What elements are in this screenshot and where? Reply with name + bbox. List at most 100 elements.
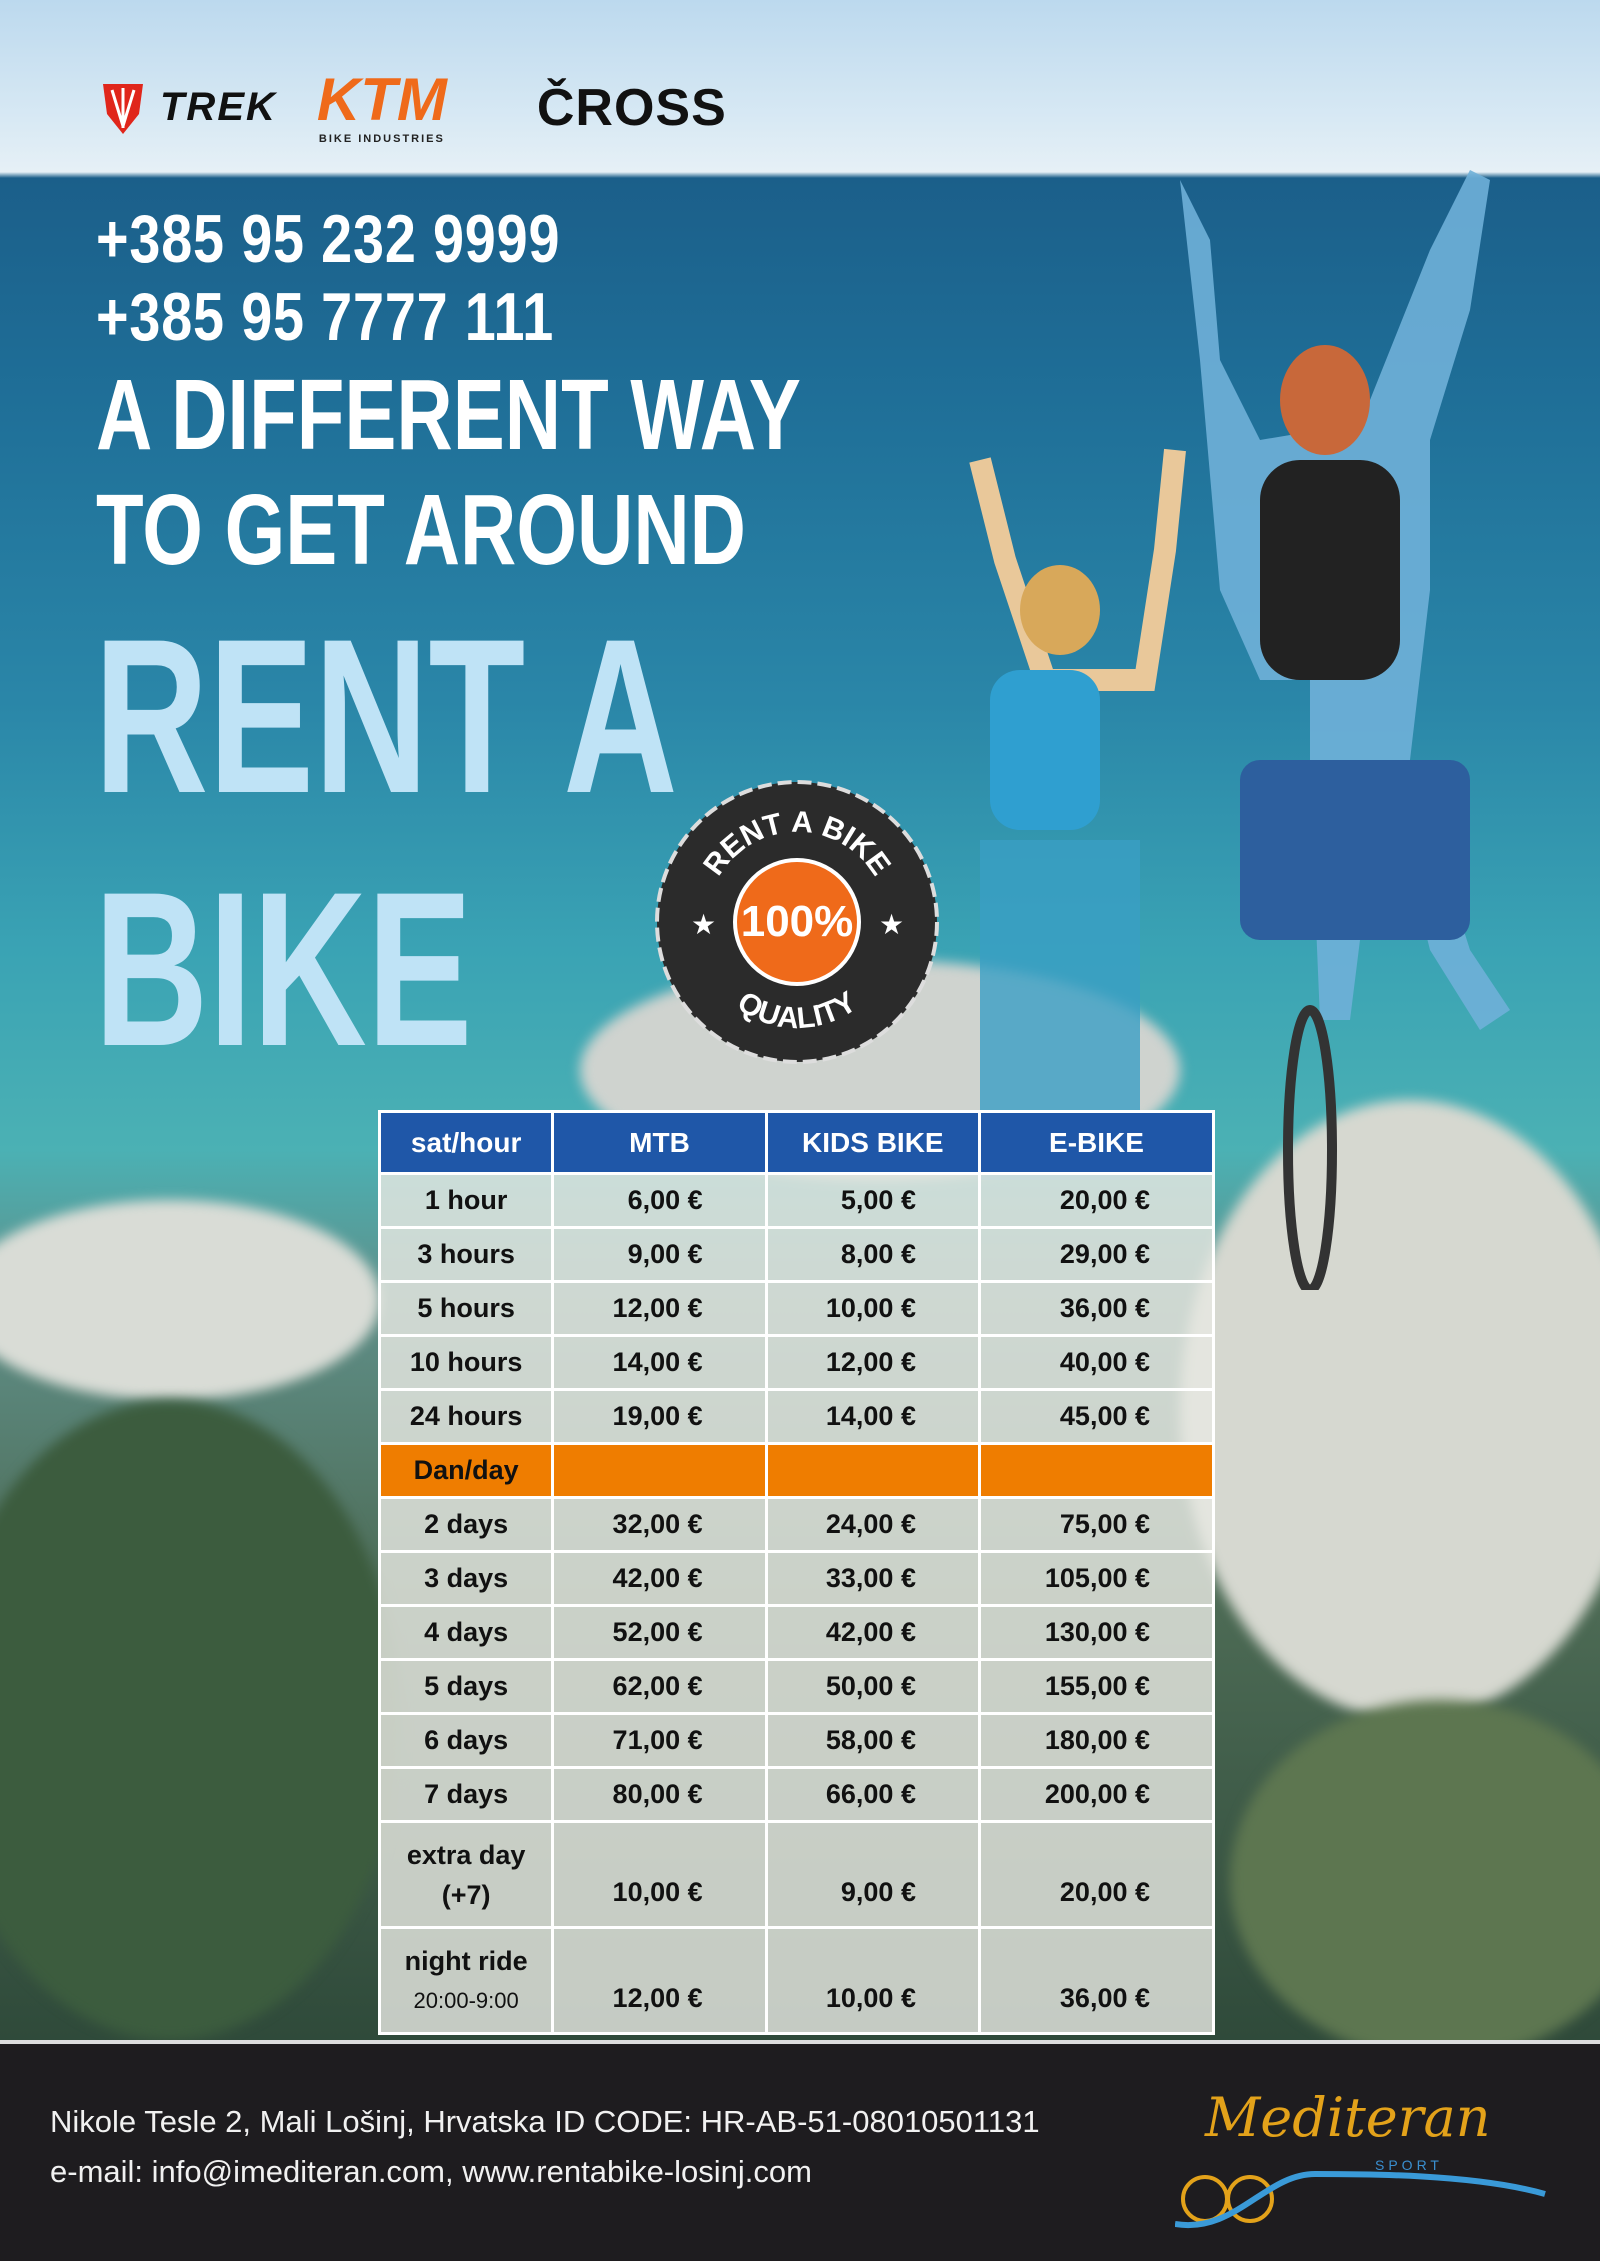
- price-cell: 29,00 €: [977, 1226, 1216, 1283]
- price-cell: 12,00 €: [551, 1280, 768, 1337]
- price-cell: 10,00 €: [764, 1280, 981, 1337]
- slogan-line-1: A DIFFERENT WAY: [96, 359, 801, 471]
- trek-icon: [103, 83, 143, 134]
- period-cell: 2 days: [377, 1496, 555, 1553]
- contact-info[interactable]: e-mail: info@imediteran.com, www.rentabi…: [50, 2154, 812, 2189]
- price-cell: 75,00 €: [977, 1496, 1216, 1553]
- period-cell: 5 days: [377, 1658, 555, 1715]
- price-cell: 14,00 €: [764, 1388, 981, 1445]
- star-icon: ★: [691, 909, 716, 940]
- period-cell: 10 hours: [377, 1334, 555, 1391]
- price-cell: 42,00 €: [551, 1550, 768, 1607]
- period-cell: 6 days: [377, 1712, 555, 1769]
- price-cell: 45,00 €: [977, 1388, 1216, 1445]
- table-row-extra: extra day (+7) 10,00 €9,00 €20,00 €: [377, 1820, 1216, 1929]
- slogan-line-2: TO GET AROUND: [96, 474, 747, 586]
- star-icon: ★: [879, 909, 904, 940]
- table-row: 24 hours 19,00 €14,00 €45,00 €: [377, 1388, 1216, 1445]
- price-cell: 20,00 €: [977, 1172, 1216, 1229]
- header-e-bike: E-BIKE: [977, 1110, 1216, 1175]
- period-sublabel: 20:00-9:00: [413, 1987, 519, 2013]
- bushes: [0, 1400, 400, 2040]
- footer: Nikole Tesle 2, Mali Lošinj, Hrvatska ID…: [0, 2040, 1600, 2261]
- period-cell: 5 hours: [377, 1280, 555, 1337]
- price-cell: 20,00 €: [977, 1820, 1216, 1929]
- table-row: 10 hours 14,00 €12,00 €40,00 €: [377, 1334, 1216, 1391]
- poster-background: TREK KTM BIKE INDUSTRIES ČROSS +385 95 23…: [0, 0, 1600, 2040]
- price-cell: 58,00 €: [764, 1712, 981, 1769]
- bicycle-icon: [1181, 2175, 1229, 2223]
- price-cell: 155,00 €: [977, 1658, 1216, 1715]
- price-cell: 12,00 €: [551, 1926, 768, 2035]
- rock: [1180, 1100, 1600, 1720]
- price-cell: 32,00 €: [551, 1496, 768, 1553]
- table-row: 1 hour 6,00 €5,00 €20,00 €: [377, 1172, 1216, 1229]
- ktm-text: KTM: [316, 66, 447, 133]
- price-cell: 52,00 €: [551, 1604, 768, 1661]
- price-cell: 9,00 €: [764, 1820, 981, 1929]
- price-cell: 66,00 €: [764, 1766, 981, 1823]
- price-cell: 24,00 €: [764, 1496, 981, 1553]
- period-label: night ride: [404, 1945, 528, 1976]
- price-cell: 71,00 €: [551, 1712, 768, 1769]
- table-row: 3 days 42,00 €33,00 €105,00 €: [377, 1550, 1216, 1607]
- period-cell: 3 hours: [377, 1226, 555, 1283]
- ktm-subtext: BIKE INDUSTRIES: [318, 133, 445, 145]
- header-period: sat/hour: [377, 1110, 555, 1175]
- price-cell: 14,00 €: [551, 1334, 768, 1391]
- logo-subtext: SPORT: [1375, 2157, 1443, 2173]
- table-row: 2 days 32,00 €24,00 €75,00 €: [377, 1496, 1216, 1553]
- ktm-logo: KTM BIKE INDUSTRIES: [317, 70, 447, 145]
- price-cell: 10,00 €: [551, 1820, 768, 1929]
- table-row: 5 hours 12,00 €10,00 €36,00 €: [377, 1280, 1216, 1337]
- price-cell: 62,00 €: [551, 1658, 768, 1715]
- table-header-row: sat/hour MTB KIDS BIKE E-BIKE: [377, 1110, 1216, 1175]
- table-row: 3 hours 9,00 €8,00 €29,00 €: [377, 1226, 1216, 1283]
- price-cell: 6,00 €: [551, 1172, 768, 1229]
- mediteran-sport-logo: Mediteran SPORT: [1175, 2086, 1546, 2229]
- address: Nikole Tesle 2, Mali Lošinj, Hrvatska ID…: [50, 2104, 1040, 2139]
- trek-text: TREK: [160, 85, 277, 129]
- price-cell: 50,00 €: [764, 1658, 981, 1715]
- price-cell: 80,00 €: [551, 1766, 768, 1823]
- table-row: 7 days 80,00 €66,00 €200,00 €: [377, 1766, 1216, 1823]
- rock: [0, 1200, 380, 1400]
- header-kids-bike: KIDS BIKE: [764, 1110, 981, 1175]
- period-cell: 7 days: [377, 1766, 555, 1823]
- section-label: Dan/day: [377, 1442, 555, 1499]
- price-cell: 36,00 €: [977, 1926, 1216, 2035]
- period-cell: 3 days: [377, 1550, 555, 1607]
- phone-number-2[interactable]: +385 95 7777 111: [96, 279, 555, 355]
- period-sublabel: (+7): [441, 1879, 491, 1910]
- empty-cell: [977, 1442, 1216, 1499]
- price-table-body: 1 hour 6,00 €5,00 €20,00 €3 hours 9,00 €8,…: [377, 1172, 1216, 2035]
- price-cell: 12,00 €: [764, 1334, 981, 1391]
- cross-logo: ČROSS: [536, 78, 727, 137]
- table-row: 4 days 52,00 €42,00 €130,00 €: [377, 1604, 1216, 1661]
- period-cell: 24 hours: [377, 1388, 555, 1445]
- period-cell: 1 hour: [377, 1172, 555, 1229]
- cyclists-photo: [969, 170, 1510, 1290]
- section-row-days: Dan/day: [377, 1442, 1216, 1499]
- price-cell: 8,00 €: [764, 1226, 981, 1283]
- price-cell: 10,00 €: [764, 1926, 981, 2035]
- price-cell: 105,00 €: [977, 1550, 1216, 1607]
- brand-logos: TREK KTM BIKE INDUSTRIES ČROSS: [100, 70, 727, 145]
- price-cell: 40,00 €: [977, 1334, 1216, 1391]
- price-cell: 180,00 €: [977, 1712, 1216, 1769]
- price-cell: 5,00 €: [764, 1172, 981, 1229]
- headline-line-1: RENT A: [94, 593, 678, 839]
- period-label: extra day: [406, 1839, 526, 1870]
- phone-number-1[interactable]: +385 95 232 9999: [96, 201, 561, 277]
- table-row: 6 days 71,00 €58,00 €180,00 €: [377, 1712, 1216, 1769]
- quality-badge: RENT A BIKE QUALITY 100% ★ ★: [655, 780, 939, 1064]
- trek-logo: TREK: [100, 80, 277, 136]
- badge-center-text: 100%: [741, 897, 854, 946]
- price-cell: 130,00 €: [977, 1604, 1216, 1661]
- price-cell: 36,00 €: [977, 1280, 1216, 1337]
- empty-cell: [764, 1442, 981, 1499]
- empty-cell: [551, 1442, 768, 1499]
- table-row: 5 days 62,00 €50,00 €155,00 €: [377, 1658, 1216, 1715]
- price-cell: 33,00 €: [764, 1550, 981, 1607]
- period-cell: night ride 20:00-9:00: [377, 1926, 555, 2035]
